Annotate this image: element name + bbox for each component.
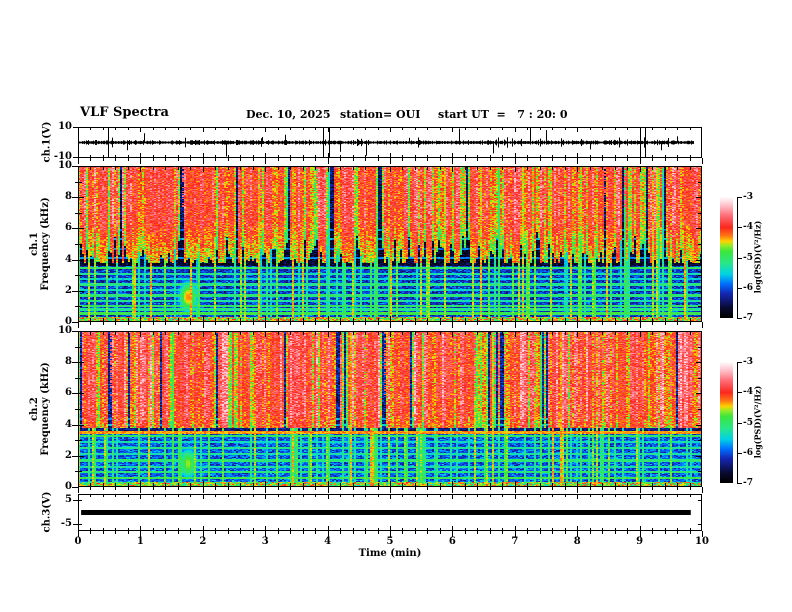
colorbar-tick-label: -4 xyxy=(743,222,753,233)
colorbar-tick-label: -7 xyxy=(743,478,753,488)
colorbar-tick-label: -7 xyxy=(743,313,753,323)
y-tick-label-spec1: 10 xyxy=(58,160,72,171)
y-tick-label-spec1: 8 xyxy=(65,191,72,203)
x-tick-label: 7 xyxy=(511,536,519,547)
x-tick-label: 10 xyxy=(695,536,709,547)
y-tick-label-spec2: 6 xyxy=(65,387,72,399)
x-tick-label: 8 xyxy=(573,536,581,547)
y-tick-label-spec1: 2 xyxy=(65,284,72,296)
colorbar-tick-label: -5 xyxy=(743,252,753,263)
ch1-spectrogram-panel xyxy=(78,166,702,322)
header-start-ut: start UT = 7 : 20: 0 xyxy=(438,108,568,121)
colorbar-ch2 xyxy=(720,362,733,483)
header-date: Dec. 10, 2025 xyxy=(246,108,331,121)
y-tick-label-spec2: 8 xyxy=(65,356,72,368)
ch1-label-line1: ch.1 xyxy=(29,232,40,256)
ch3-waveform-panel xyxy=(78,494,702,531)
x-tick-label: 5 xyxy=(386,536,394,547)
y-tick-label-ch3: -5 xyxy=(60,518,72,529)
colorbar-tick-label: -6 xyxy=(743,282,753,293)
ch1-waveform-panel xyxy=(78,127,702,158)
x-tick-label: 4 xyxy=(324,536,332,547)
y-tick-label-spec1: 4 xyxy=(65,253,72,265)
x-tick-label: 0 xyxy=(74,536,82,547)
colorbar-tick-label: -4 xyxy=(743,387,753,398)
y-tick-label-spec1: 6 xyxy=(65,222,72,234)
colorbar-tick-label: -3 xyxy=(743,357,753,367)
ch2-label-line2: Frequency (kHz) xyxy=(40,362,51,456)
x-tick-label: 6 xyxy=(448,536,456,547)
ch2-frequency-axis-label: ch.2 Frequency (kHz) xyxy=(29,362,51,455)
y-tick-label-ch1: -10 xyxy=(53,151,72,162)
page-title: VLF Spectra xyxy=(80,105,169,120)
y-tick-label-spec2: 2 xyxy=(65,449,72,461)
ch1-label-line2: Frequency (kHz) xyxy=(40,197,51,291)
time-axis-label: Time (min) xyxy=(358,548,422,559)
colorbar-tick-label: -5 xyxy=(743,417,753,428)
x-tick-label: 9 xyxy=(636,536,644,547)
x-tick-label: 2 xyxy=(199,536,207,547)
y-tick-label-spec1: 0 xyxy=(65,316,72,327)
header-station: station= OUI xyxy=(340,108,421,121)
ch1-frequency-axis-label: ch.1 Frequency (kHz) xyxy=(29,197,51,290)
y-tick-label-spec2: 4 xyxy=(65,418,72,430)
ch2-label-line1: ch.2 xyxy=(29,397,40,421)
x-tick-label: 1 xyxy=(136,536,144,547)
colorbar-ch1 xyxy=(720,197,733,318)
y-tick-label-ch1: 10 xyxy=(58,121,72,132)
colorbar-tick-label: -3 xyxy=(743,192,753,202)
colorbar-tick-label: -6 xyxy=(743,447,753,458)
ch2-spectrogram-panel xyxy=(78,331,702,487)
y-tick-label-ch3: 5 xyxy=(65,494,72,505)
x-tick-label: 3 xyxy=(261,536,269,547)
y-tick-label-spec2: 10 xyxy=(58,325,72,336)
y-tick-label-spec2: 0 xyxy=(65,481,72,492)
